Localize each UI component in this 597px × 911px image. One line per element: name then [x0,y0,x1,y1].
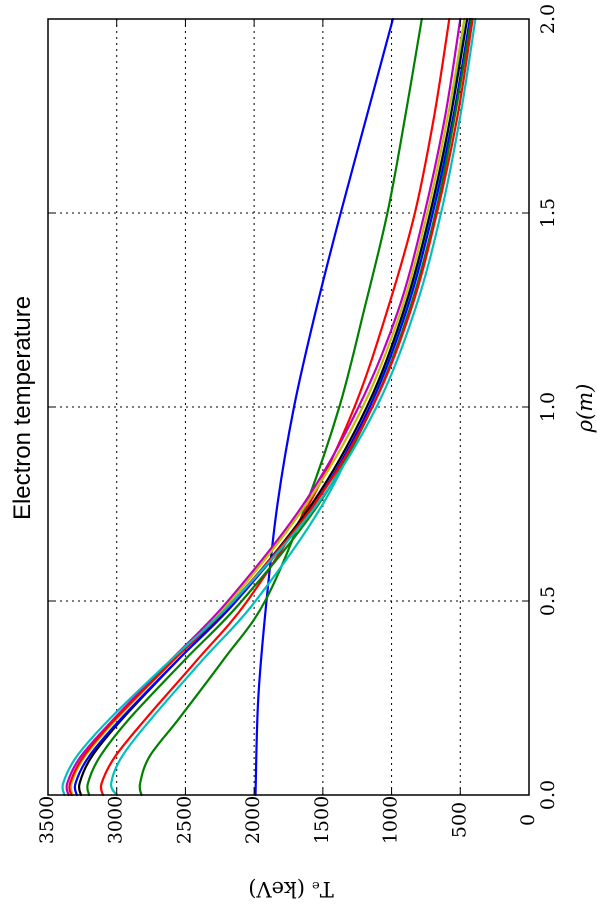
y-tick-label: 3500 [36,796,58,844]
y-tick-label: 2500 [173,796,195,844]
y-axis-label: Tₑ (keV) [248,877,334,901]
series-line-9 [86,17,473,797]
y-tick-label: 1000 [380,796,402,844]
series-line-5 [65,17,462,797]
series-line-11 [61,17,477,797]
x-axis-label: ρ(m) [573,384,597,434]
y-tick-label: 500 [448,802,470,838]
series-line-2 [138,17,423,797]
y-tick-label: 3000 [105,796,127,844]
x-tick-label: 1.0 [537,392,559,422]
series-line-1 [254,17,394,797]
grid-lines [48,19,529,795]
x-tick-label: 0.0 [537,780,559,810]
tick-labels: 0.0 0.5 1.0 1.5 2.0 0 500 1000 1500 2000 2500 3000 3… [36,4,559,844]
series-lines [61,17,477,797]
chart-title: Electron temperature [9,296,36,520]
y-tick-label: 2000 [242,796,264,844]
axis-ticks [47,18,530,796]
series-line-3 [99,17,451,797]
series-line-7 [77,17,469,797]
y-tick-label: 1500 [311,796,333,844]
series-line-10 [68,17,474,797]
series-line-6 [69,17,466,797]
series-line-4 [110,17,466,797]
x-tick-label: 1.5 [537,198,559,228]
x-tick-label: 0.5 [537,586,559,616]
x-tick-label: 2.0 [537,4,559,34]
series-line-8 [73,17,471,797]
y-tick-label: 0 [517,814,539,826]
